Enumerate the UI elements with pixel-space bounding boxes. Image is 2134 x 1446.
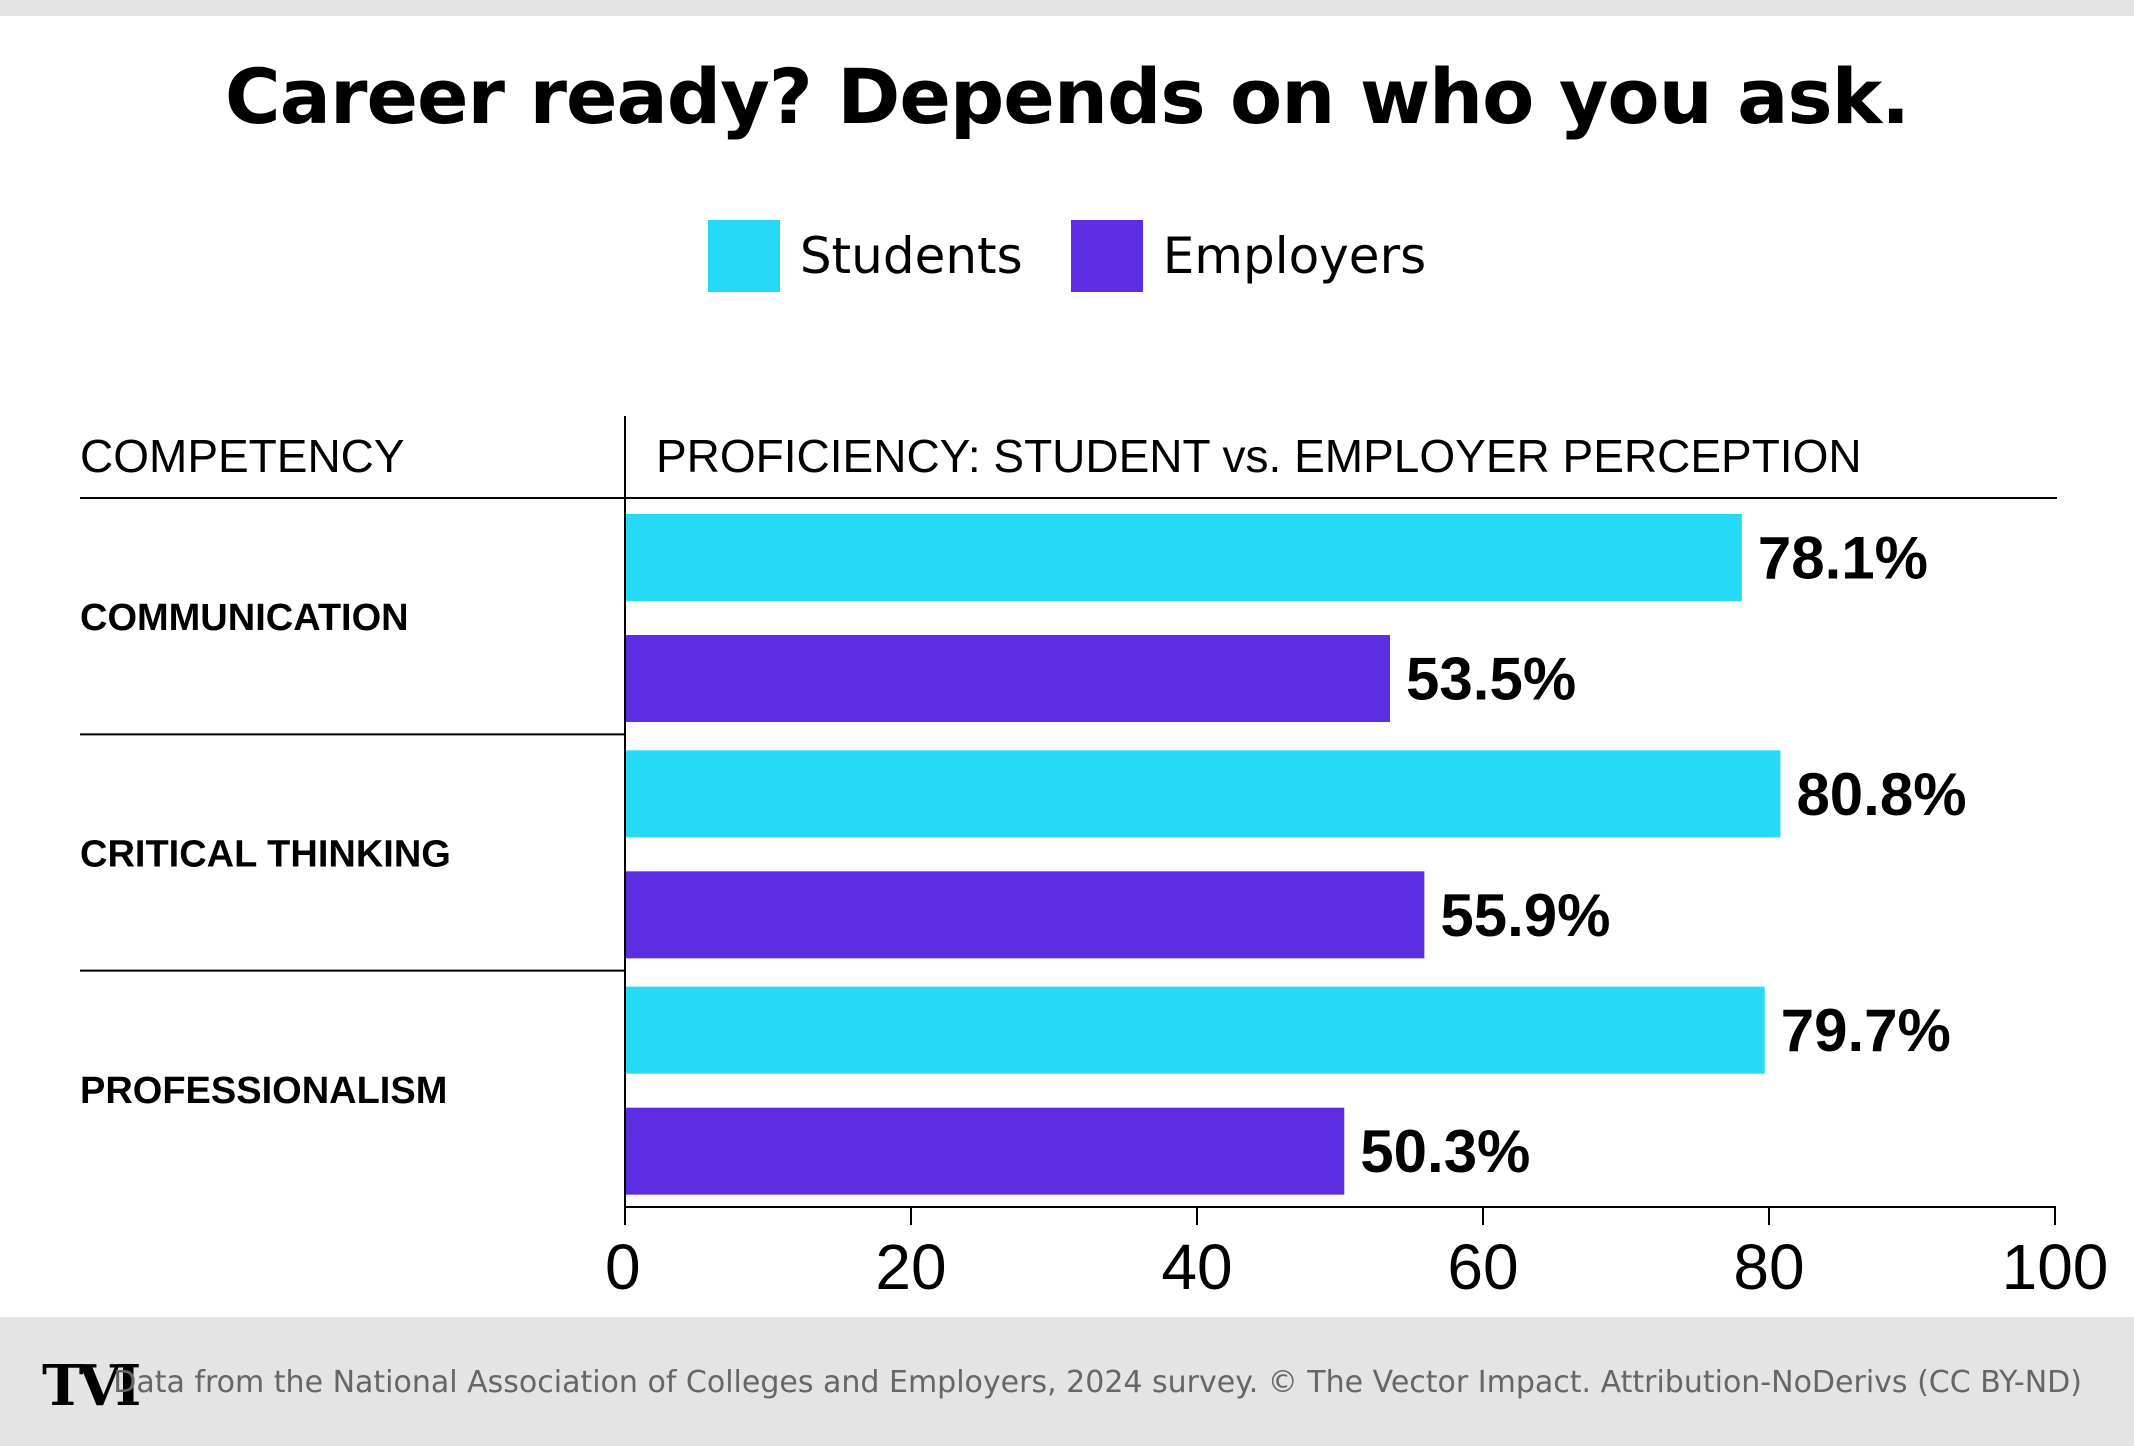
data-label-professionalism-students: 79.7% [1781, 997, 1951, 1064]
legend-swatch-employers [1070, 220, 1143, 292]
x-tick-label-0: 0 [605, 1231, 641, 1303]
data-label-communication-employers: 53.5% [1406, 646, 1576, 713]
legend-swatch-students [707, 220, 780, 292]
x-tick-label-100: 100 [2002, 1231, 2109, 1303]
proficiency-header: PROFICIENCY: STUDENT vs. EMPLOYER PERCEP… [656, 430, 1862, 482]
bar-professionalism-employers [626, 1107, 1345, 1195]
data-label-communication-students: 78.1% [1758, 525, 1928, 592]
footer: TVI Data from the National Association o… [0, 1317, 2134, 1446]
data-label-critical-thinking-students: 80.8% [1796, 761, 1966, 828]
bar-communication-students [626, 514, 1742, 601]
x-tick-label-60: 60 [1447, 1231, 1518, 1303]
category-label-critical-thinking: CRITICAL THINKING [80, 834, 451, 876]
competency-header: COMPETENCY [80, 430, 405, 482]
legend-label-students: Students [799, 227, 1023, 285]
bar-professionalism-students [626, 986, 1765, 1074]
category-label-professionalism: PROFESSIONALISM [80, 1070, 447, 1112]
x-tick-label-40: 40 [1161, 1231, 1232, 1303]
chart-title: Career ready? Depends on who you ask. [224, 52, 1910, 141]
x-tick-label-20: 20 [875, 1231, 946, 1303]
bar-chart: COMPETENCY PROFICIENCY: STUDENT vs. EMPL… [80, 416, 2109, 1303]
legend-label-employers: Employers [1162, 227, 1427, 285]
data-label-professionalism-employers: 50.3% [1360, 1118, 1530, 1185]
legend-item-employers: Employers [1070, 220, 1427, 292]
tvi-logo: TVI [42, 1353, 141, 1419]
bar-critical-thinking-students [626, 750, 1781, 838]
chart-legend: Students Employers [0, 220, 2134, 292]
x-tick-label-80: 80 [1733, 1231, 1804, 1303]
legend-item-students: Students [707, 220, 1023, 292]
top-band [0, 0, 2134, 16]
bar-critical-thinking-employers [626, 871, 1425, 959]
data-label-critical-thinking-employers: 55.9% [1440, 882, 1610, 949]
category-label-communication: COMMUNICATION [80, 597, 409, 639]
bar-communication-employers [626, 635, 1391, 722]
source-note: Data from the National Association of Co… [113, 1365, 2082, 1400]
